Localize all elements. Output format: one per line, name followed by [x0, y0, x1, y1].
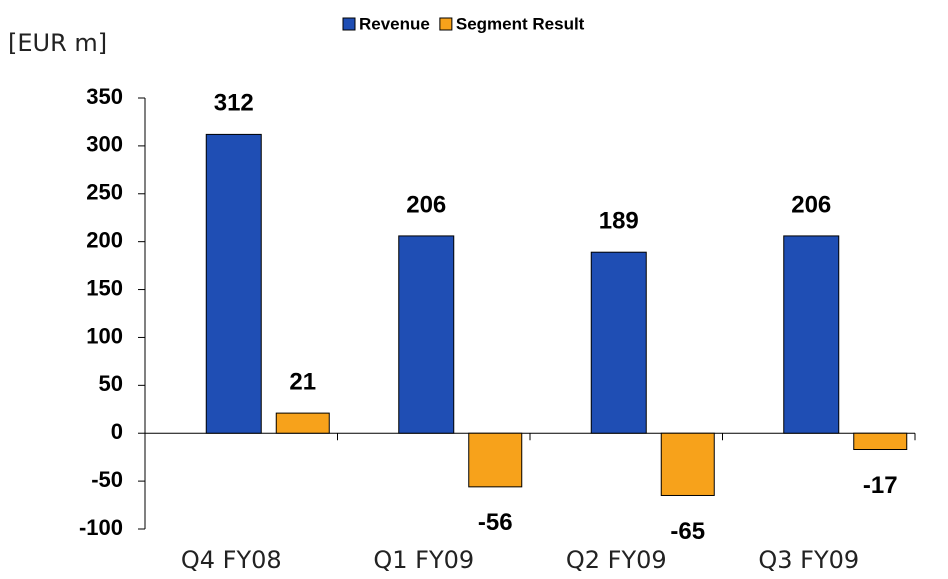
axis-unit-label: [EUR m]	[8, 29, 107, 57]
legend-swatch	[342, 17, 356, 31]
y-tick-label: 100	[86, 323, 123, 348]
y-tick-label: 250	[86, 180, 123, 205]
y-tick-label: 50	[99, 371, 123, 396]
x-tick-label: Q1 FY09	[373, 546, 474, 574]
data-label: 206	[791, 191, 831, 218]
data-label: -56	[478, 509, 513, 536]
y-tick-label: -100	[79, 515, 123, 540]
data-label: -17	[863, 472, 898, 499]
legend-label: Revenue	[359, 14, 430, 33]
legend-swatch	[439, 17, 453, 31]
data-label: 312	[214, 90, 254, 117]
x-tick-label: Q2 FY09	[566, 546, 667, 574]
bar	[398, 235, 455, 434]
bar	[660, 432, 715, 496]
data-label: -65	[670, 518, 705, 545]
y-tick-label: -50	[91, 467, 123, 492]
bar	[468, 432, 523, 488]
x-tick-label: Q4 FY08	[181, 546, 282, 574]
x-tick-label: Q3 FY09	[758, 546, 859, 574]
bar	[275, 412, 330, 434]
bar	[205, 133, 262, 434]
bar	[783, 235, 840, 434]
data-label: 21	[289, 368, 316, 395]
legend-label: Segment Result	[456, 14, 585, 33]
y-tick-label: 300	[86, 132, 123, 157]
bar	[590, 251, 647, 434]
data-label: 189	[599, 208, 639, 235]
y-tick-label: 150	[86, 275, 123, 300]
y-tick-label: 350	[86, 84, 123, 109]
y-tick-label: 0	[111, 419, 123, 444]
data-label: 206	[406, 191, 446, 218]
y-tick-label: 200	[86, 227, 123, 252]
bar	[853, 432, 908, 451]
